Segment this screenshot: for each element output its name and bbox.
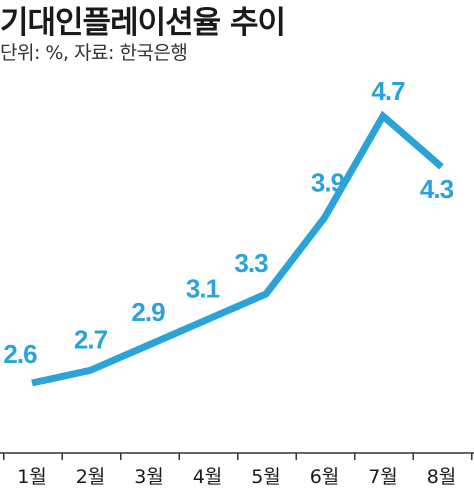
x-tick-label: 6월 — [310, 466, 340, 488]
x-axis-tick-labels: 1월 2월 3월 4월 5월 6월 7월 8월 — [17, 466, 456, 488]
series-line — [31, 110, 444, 387]
x-tick-label: 3월 — [134, 466, 164, 488]
x-tick-label: 5월 — [251, 466, 281, 488]
data-label: 3.9 — [311, 168, 345, 198]
x-tick-label: 7월 — [368, 466, 398, 488]
data-label: 3.3 — [234, 248, 268, 278]
chart-subtitle: 단위: %, 자료: 한국은행 — [0, 38, 188, 65]
data-label: 2.6 — [3, 339, 37, 369]
x-tick-label: 1월 — [17, 466, 47, 488]
data-label: 2.9 — [131, 297, 165, 327]
chart-title: 기대인플레이션율 추이 — [0, 5, 286, 41]
data-labels: 2.6 2.7 2.9 3.1 3.3 3.9 4.7 4.3 — [3, 76, 454, 369]
x-tick-label: 2월 — [76, 466, 106, 488]
data-label: 2.7 — [74, 324, 108, 354]
x-tick-label: 8월 — [427, 466, 457, 488]
data-label: 3.1 — [186, 273, 220, 303]
subtitle-label: 단위: %, 자료: — [0, 42, 114, 64]
data-label: 4.3 — [420, 174, 454, 204]
data-label: 4.7 — [371, 76, 405, 106]
x-axis-ticks — [3, 453, 473, 460]
subtitle-source: 한국은행 — [119, 42, 188, 64]
x-tick-label: 4월 — [193, 466, 223, 488]
